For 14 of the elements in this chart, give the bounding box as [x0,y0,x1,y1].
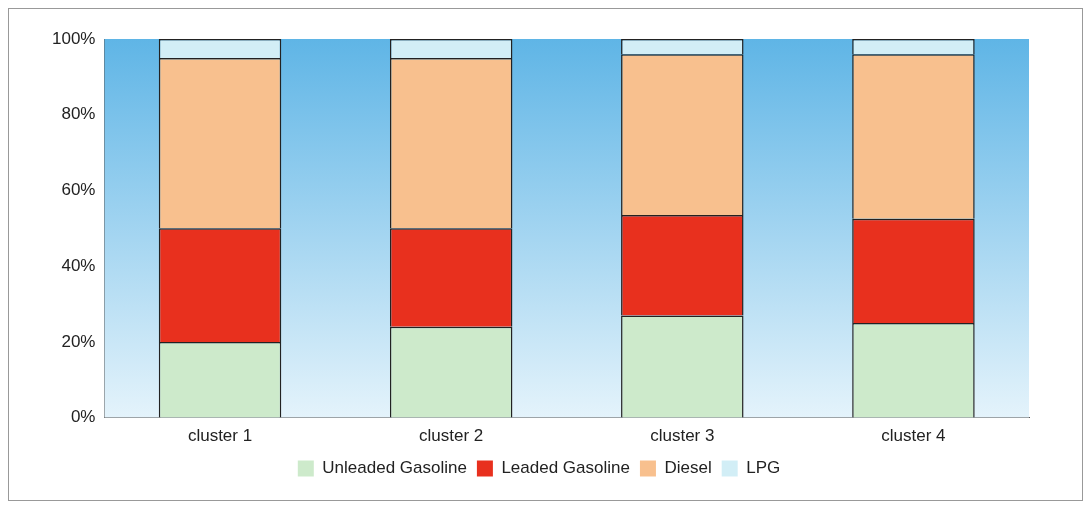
y-tick-label: 40% [61,255,96,275]
x-tick-label: cluster 2 [419,426,484,446]
legend-label: Unleaded Gasoline [322,458,467,478]
y-tick-label: 20% [61,331,96,351]
x-tick-label: cluster 3 [650,426,715,446]
y-tick-label: 60% [61,180,96,200]
legend-label: LPG [746,458,781,478]
x-tick-label: cluster 1 [187,426,253,446]
y-tick-label: 100% [52,28,96,48]
y-tick-label: 80% [61,104,96,124]
legend-label: Leaded Gasoline [501,458,630,478]
legend-label: Diesel [664,458,712,478]
y-tick-label: 0% [70,407,96,427]
x-tick-label: cluster 4 [881,426,946,446]
